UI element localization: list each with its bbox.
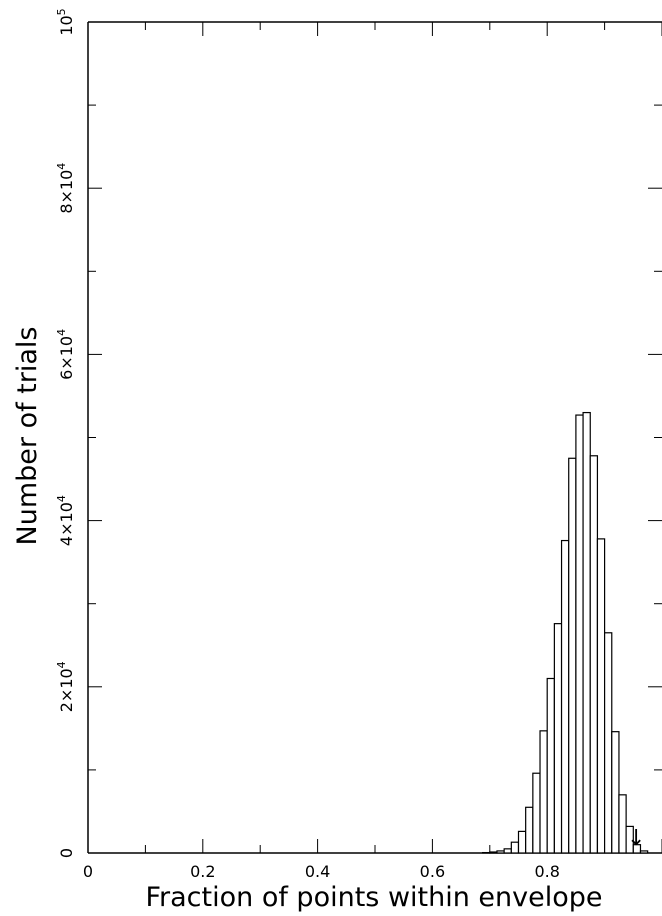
histogram-bar [639,850,649,854]
histogram-bar [568,457,577,854]
histogram-bar [546,677,555,854]
x-tick-label: 0.4 [305,862,330,881]
histogram-bar [560,539,570,854]
y-tick-labels: 0 2×104 4×104 6×104 8×104 105 [55,8,76,858]
histogram-bar [503,848,512,854]
tick-marks [87,21,662,854]
histogram-bar [525,806,534,854]
y-tick-label: 8×104 [55,163,76,214]
x-tick-label: 0.8 [534,862,559,881]
y-axis-label: Number of trials [12,327,43,546]
histogram-bar [596,538,606,854]
x-axis-label: Fraction of points within envelope [145,882,602,913]
histogram-bar [517,830,527,854]
histogram-bar [539,730,548,854]
histogram-bar [618,794,627,854]
histogram-bar [625,825,634,854]
y-tick-label: 0 [57,848,76,858]
x-tick-label: 0 [83,862,93,881]
arrow-marker-glyph: ↓ [627,826,645,851]
x-tick-labels: 0 0.2 0.4 0.6 0.8 [83,862,560,881]
histogram-bar [489,851,498,854]
y-tick-label: 4×104 [55,495,76,546]
histogram-bar [575,414,584,854]
histogram-bar [632,844,642,854]
y-tick-label: 2×104 [55,661,76,712]
y-tick-label: 6×104 [55,329,76,380]
y-tick-label: 105 [55,8,76,35]
histogram-bar [582,411,591,854]
histogram-bar [532,772,541,854]
histogram-bar [510,841,520,854]
histogram-bar [589,455,599,854]
histogram-bar [553,623,563,854]
arrow-marker: ↓ [627,826,645,851]
x-tick-label: 0.2 [190,862,215,881]
histogram-bar [611,731,620,854]
x-tick-label: 0.6 [420,862,445,881]
histogram-bar [603,632,613,854]
histogram-bars [482,411,649,854]
histogram-bar [496,850,505,854]
